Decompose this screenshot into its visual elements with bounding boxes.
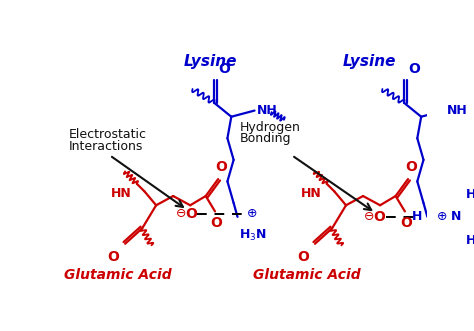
Text: O: O bbox=[210, 216, 222, 230]
Text: O: O bbox=[185, 207, 197, 221]
Text: O: O bbox=[215, 161, 227, 174]
Text: $\oplus$: $\oplus$ bbox=[436, 210, 447, 223]
Text: $\ominus$: $\ominus$ bbox=[174, 207, 186, 220]
Text: Bonding: Bonding bbox=[240, 132, 292, 145]
Text: O: O bbox=[107, 250, 119, 264]
Text: O: O bbox=[218, 62, 230, 76]
Text: Hydrogen: Hydrogen bbox=[240, 120, 301, 134]
Text: HN: HN bbox=[301, 187, 321, 200]
Text: $\oplus$: $\oplus$ bbox=[246, 207, 257, 220]
Text: H: H bbox=[466, 188, 474, 202]
Text: O: O bbox=[374, 210, 385, 224]
Text: H: H bbox=[412, 210, 423, 223]
Text: O: O bbox=[401, 216, 412, 230]
Text: Lysine: Lysine bbox=[183, 54, 237, 69]
Text: H: H bbox=[466, 234, 474, 247]
Text: Glutamic Acid: Glutamic Acid bbox=[64, 268, 171, 282]
Text: O: O bbox=[297, 250, 309, 264]
Text: H$_3$N: H$_3$N bbox=[239, 228, 267, 243]
Text: HN: HN bbox=[110, 187, 131, 200]
Text: Lysine: Lysine bbox=[343, 54, 396, 69]
Text: Glutamic Acid: Glutamic Acid bbox=[254, 268, 361, 282]
Text: O: O bbox=[405, 161, 417, 174]
Text: $\ominus$: $\ominus$ bbox=[363, 210, 374, 223]
Text: NH: NH bbox=[447, 104, 467, 117]
Text: Electrostatic: Electrostatic bbox=[69, 128, 146, 141]
Text: N: N bbox=[451, 210, 461, 223]
Text: NH: NH bbox=[257, 104, 278, 117]
Text: O: O bbox=[408, 62, 420, 76]
Text: Interactions: Interactions bbox=[69, 140, 143, 153]
